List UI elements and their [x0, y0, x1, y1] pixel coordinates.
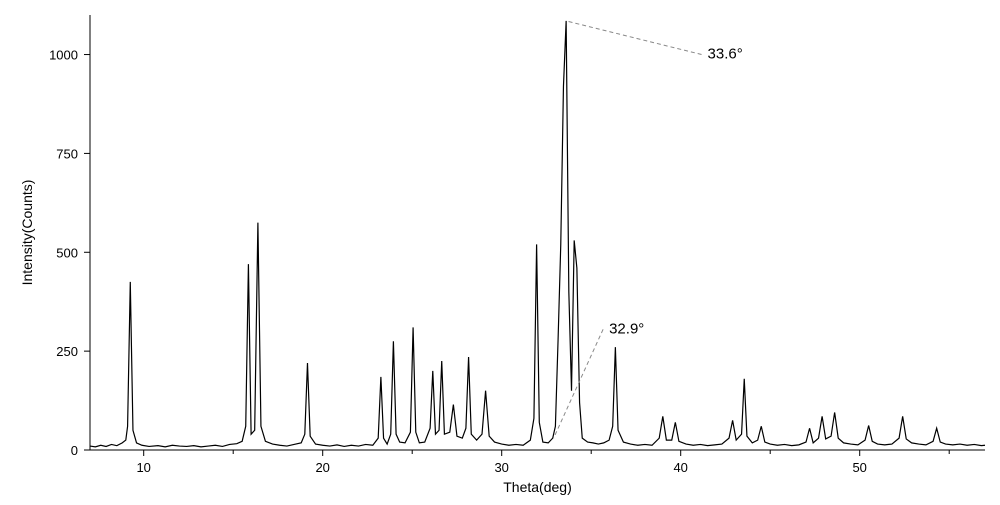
x-tick-label: 50 [852, 460, 866, 475]
xrd-chart: 102030405002505007501000Theta(deg)Intens… [0, 0, 1000, 505]
y-tick-label: 500 [56, 245, 78, 260]
y-tick-label: 1000 [49, 48, 78, 63]
y-tick-label: 750 [56, 146, 78, 161]
y-tick-label: 250 [56, 344, 78, 359]
x-tick-label: 40 [673, 460, 687, 475]
x-tick-label: 30 [494, 460, 508, 475]
annotation-label-0: 33.6° [708, 46, 743, 63]
x-tick-label: 10 [136, 460, 150, 475]
y-axis-label: Intensity(Counts) [19, 180, 35, 286]
chart-svg: 102030405002505007501000Theta(deg)Intens… [0, 0, 1000, 505]
x-tick-label: 20 [315, 460, 329, 475]
y-tick-label: 0 [71, 443, 78, 458]
annotation-label-1: 32.9° [609, 320, 644, 337]
x-axis-label: Theta(deg) [503, 479, 571, 495]
